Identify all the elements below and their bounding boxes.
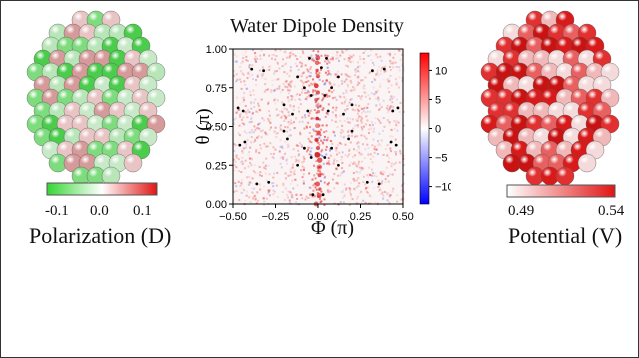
colorbar-tick-label: 5 — [435, 94, 441, 106]
x-axis-label: Φ (π) — [311, 217, 355, 239]
marker-point — [323, 156, 327, 159]
potential-panel: 0.49 0.54 Potential (V) — [461, 1, 638, 261]
potential-tick-max: 0.54 — [598, 203, 625, 219]
polarization-tick-max: 0.1 — [133, 203, 152, 219]
marker-point — [377, 182, 381, 186]
heatmap-colorbar — [419, 52, 430, 205]
colorbar-tick-label: 0 — [435, 124, 441, 136]
dipole-density-heatmap: 0.00 0.25 0.50 0.75 1.00 −0.50 −0.25 0.00 0.25 0.… — [193, 44, 451, 223]
marker-point — [306, 109, 310, 113]
marker-point — [291, 112, 294, 116]
potential-colorbar — [506, 184, 616, 198]
marker-point — [309, 156, 313, 159]
marker-point — [320, 66, 323, 69]
polarization-colorbar — [46, 182, 158, 196]
marker-point — [342, 112, 345, 116]
nanoparticle-atom — [123, 153, 143, 173]
marker-point — [321, 193, 325, 197]
x-tick-label: 0.25 — [350, 211, 371, 223]
marker-point — [325, 56, 328, 60]
marker-point — [296, 163, 299, 167]
marker-point — [330, 146, 333, 150]
x-tick-label: −0.50 — [219, 211, 247, 223]
marker-point — [255, 182, 259, 186]
polarization-caption: Polarization (D) — [29, 223, 172, 248]
y-axis-label: θ (π) — [193, 108, 214, 144]
marker-point — [296, 75, 299, 79]
potential-tick-min: 0.49 — [508, 203, 535, 219]
marker-point — [394, 143, 398, 147]
marker-point — [326, 109, 330, 113]
marker-point — [371, 69, 374, 73]
marker-point — [309, 94, 313, 97]
y-tick-label: 1.00 — [206, 44, 227, 56]
marker-point — [236, 106, 240, 110]
marker-point — [282, 103, 286, 107]
marker-point — [382, 67, 386, 71]
marker-point — [250, 67, 254, 71]
marker-point — [389, 140, 393, 144]
marker-point — [243, 140, 247, 144]
marker-point — [365, 180, 369, 184]
marker-point — [308, 56, 311, 60]
marker-point — [350, 129, 354, 133]
marker-point — [350, 103, 354, 107]
marker-point — [267, 180, 271, 184]
marker-point — [330, 86, 333, 90]
nanoparticle-atom — [577, 153, 597, 173]
marker-point — [262, 69, 265, 73]
potential-caption: Potential (V) — [508, 223, 623, 248]
polarization-panel: -0.1 0.0 0.1 Polarization (D) — [1, 1, 181, 261]
y-tick-label: 0.00 — [206, 199, 227, 211]
y-tick-label: 0.50 — [206, 122, 227, 134]
marker-point — [241, 109, 245, 113]
y-tick-label: 0.25 — [206, 160, 227, 172]
x-tick-label: 0.50 — [392, 211, 413, 223]
marker-point — [391, 109, 395, 113]
potential-nanoparticle — [480, 10, 620, 186]
marker-point — [286, 137, 289, 141]
x-tick-label: 0.00 — [307, 211, 328, 223]
colorbar-tick-label: −10 — [435, 182, 451, 194]
marker-point — [337, 163, 340, 167]
marker-point — [303, 86, 306, 90]
marker-point — [396, 106, 400, 110]
marker-point — [238, 143, 242, 147]
polarization-nanoparticle — [26, 10, 166, 186]
marker-point — [303, 146, 306, 150]
colorbar-tick-label: −5 — [435, 153, 448, 165]
y-tick-label: 0.75 — [206, 83, 227, 95]
marker-point — [311, 193, 315, 197]
marker-point — [347, 137, 350, 141]
polarization-tick-mid: 0.0 — [90, 203, 109, 219]
marker-point — [323, 94, 327, 97]
marker-point — [337, 75, 340, 79]
polarization-tick-min: -0.1 — [45, 203, 69, 219]
chart-title: Water Dipole Density — [230, 15, 404, 37]
colorbar-tick-label: 10 — [435, 65, 447, 77]
marker-point — [282, 129, 286, 133]
x-tick-label: −0.25 — [262, 211, 290, 223]
